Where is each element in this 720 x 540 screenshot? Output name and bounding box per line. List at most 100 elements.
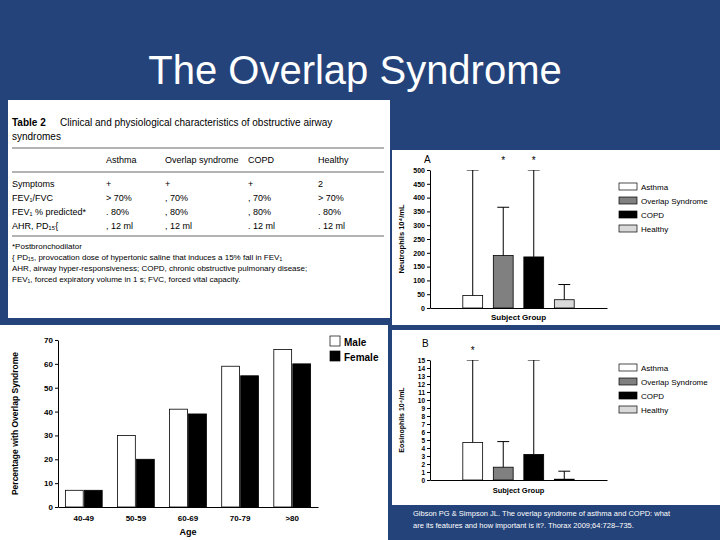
chart: 01020304050607040-4950-5960-6970-79>80Pe… <box>0 325 388 540</box>
y-tick-mark <box>427 211 430 212</box>
y-tick: 15 <box>418 357 430 364</box>
legend-label: COPD <box>641 211 664 220</box>
y-tick-mark <box>427 368 430 369</box>
legend-swatch <box>619 225 637 232</box>
y-tick-mark <box>427 184 430 185</box>
plot-area <box>463 170 574 308</box>
y-tick: 1 <box>421 469 430 476</box>
y-tick-mark <box>427 239 430 240</box>
table-cell: + <box>165 179 170 189</box>
error-line <box>533 360 534 454</box>
error-bar <box>467 360 479 442</box>
error-bar <box>497 442 509 468</box>
y-tick-label: 250 <box>413 236 425 243</box>
y-tick-mark <box>427 253 430 254</box>
legend-swatch <box>619 364 637 371</box>
x-tick: 40-49 <box>74 507 95 523</box>
table-header: COPD <box>248 155 275 165</box>
bar <box>524 257 544 308</box>
y-tick-label: 1 <box>421 469 425 476</box>
y-tick: 14 <box>418 365 430 372</box>
bar <box>65 490 83 507</box>
y-tick-mark <box>55 388 58 389</box>
bar <box>293 364 311 507</box>
table-caption: Table 2 <box>12 117 46 128</box>
table-cell: , 70% <box>248 193 271 203</box>
legend-label: Overlap Syndrome <box>641 197 708 206</box>
table-cell: . 12 ml <box>248 221 275 231</box>
table-footnote: FEV₁, forced expiratory volume in 1 s; F… <box>12 275 240 284</box>
x-axis <box>431 308 608 310</box>
y-tick-mark <box>427 360 430 361</box>
table-footnote: *Postbronchodilator <box>12 242 82 251</box>
y-tick-label: 8 <box>421 413 425 420</box>
y-tick: 10 <box>44 479 58 488</box>
bar <box>493 467 513 480</box>
y-tick: 250 <box>413 236 430 243</box>
y-tick-mark <box>427 416 430 417</box>
x-tick-label: 50-59 <box>126 514 147 523</box>
annotation: * <box>532 155 536 166</box>
bar <box>222 366 240 507</box>
y-tick: 3 <box>421 453 430 460</box>
y-tick-label: 30 <box>44 431 53 440</box>
x-tick: 60-69 <box>178 507 199 523</box>
bar <box>554 300 574 308</box>
y-tick: 12 <box>418 381 430 388</box>
table-row-label: FEV₁/FVC <box>12 193 54 203</box>
annotation: * <box>471 345 475 356</box>
table-rule <box>12 172 384 173</box>
y-tick-label: 350 <box>413 208 425 215</box>
slide-title: The Overlap Syndrome <box>148 48 562 92</box>
error-line <box>503 207 504 255</box>
table-row-label: FEV₁ % predicted* <box>12 207 87 217</box>
y-tick-mark <box>55 340 58 341</box>
y-tick-label: 12 <box>418 381 426 388</box>
y-axis-title: Neutrophils 10⁴/mL <box>397 204 406 274</box>
table-cell: . 80% <box>318 207 341 217</box>
y-tick-label: 10 <box>418 397 426 404</box>
table-row-label: Symptoms <box>12 179 55 189</box>
y-tick-label: 6 <box>421 429 425 436</box>
y-tick-mark <box>427 294 430 295</box>
table-cell: > 70% <box>318 193 344 203</box>
error-cap <box>467 360 479 361</box>
legend-label: Healthy <box>641 225 668 234</box>
y-tick-label: 400 <box>413 194 425 201</box>
citation: Gibson PG & Simpson JL. The overlap synd… <box>413 509 671 518</box>
y-tick: 20 <box>44 455 58 464</box>
table-rule <box>12 236 384 237</box>
error-bar <box>558 471 570 479</box>
x-tick-label: 70-79 <box>230 514 251 523</box>
error-cap <box>528 170 540 171</box>
error-line <box>533 170 534 257</box>
y-tick: 300 <box>413 222 430 229</box>
table-header: Asthma <box>106 155 137 165</box>
table-header: Healthy <box>318 155 349 165</box>
y-tick-mark <box>427 225 430 226</box>
table-cell: + <box>106 179 111 189</box>
y-tick-label: 70 <box>44 336 53 345</box>
y-tick: 450 <box>413 181 430 188</box>
y-tick: 350 <box>413 208 430 215</box>
bar <box>274 350 292 507</box>
legend-label: Asthma <box>641 183 669 192</box>
y-tick-mark <box>427 424 430 425</box>
plot-area <box>65 350 310 507</box>
y-tick: 40 <box>44 408 58 417</box>
y-tick-label: 0 <box>49 503 54 512</box>
y-tick-mark <box>55 364 58 365</box>
table-cell: , 12 ml <box>106 221 133 231</box>
bar <box>84 490 102 507</box>
y-tick: 4 <box>421 445 430 452</box>
legend-swatch <box>619 378 637 385</box>
bar <box>170 409 188 507</box>
y-tick-label: 200 <box>413 250 425 257</box>
citation: are its features and how important is it… <box>413 521 634 530</box>
y-tick-label: 20 <box>44 455 53 464</box>
y-tick-mark <box>55 483 58 484</box>
table-panel <box>8 100 390 318</box>
y-tick-label: 50 <box>417 291 425 298</box>
y-tick-mark <box>427 376 430 377</box>
x-axis: 40-4950-5960-6970-79>80 <box>59 507 319 523</box>
